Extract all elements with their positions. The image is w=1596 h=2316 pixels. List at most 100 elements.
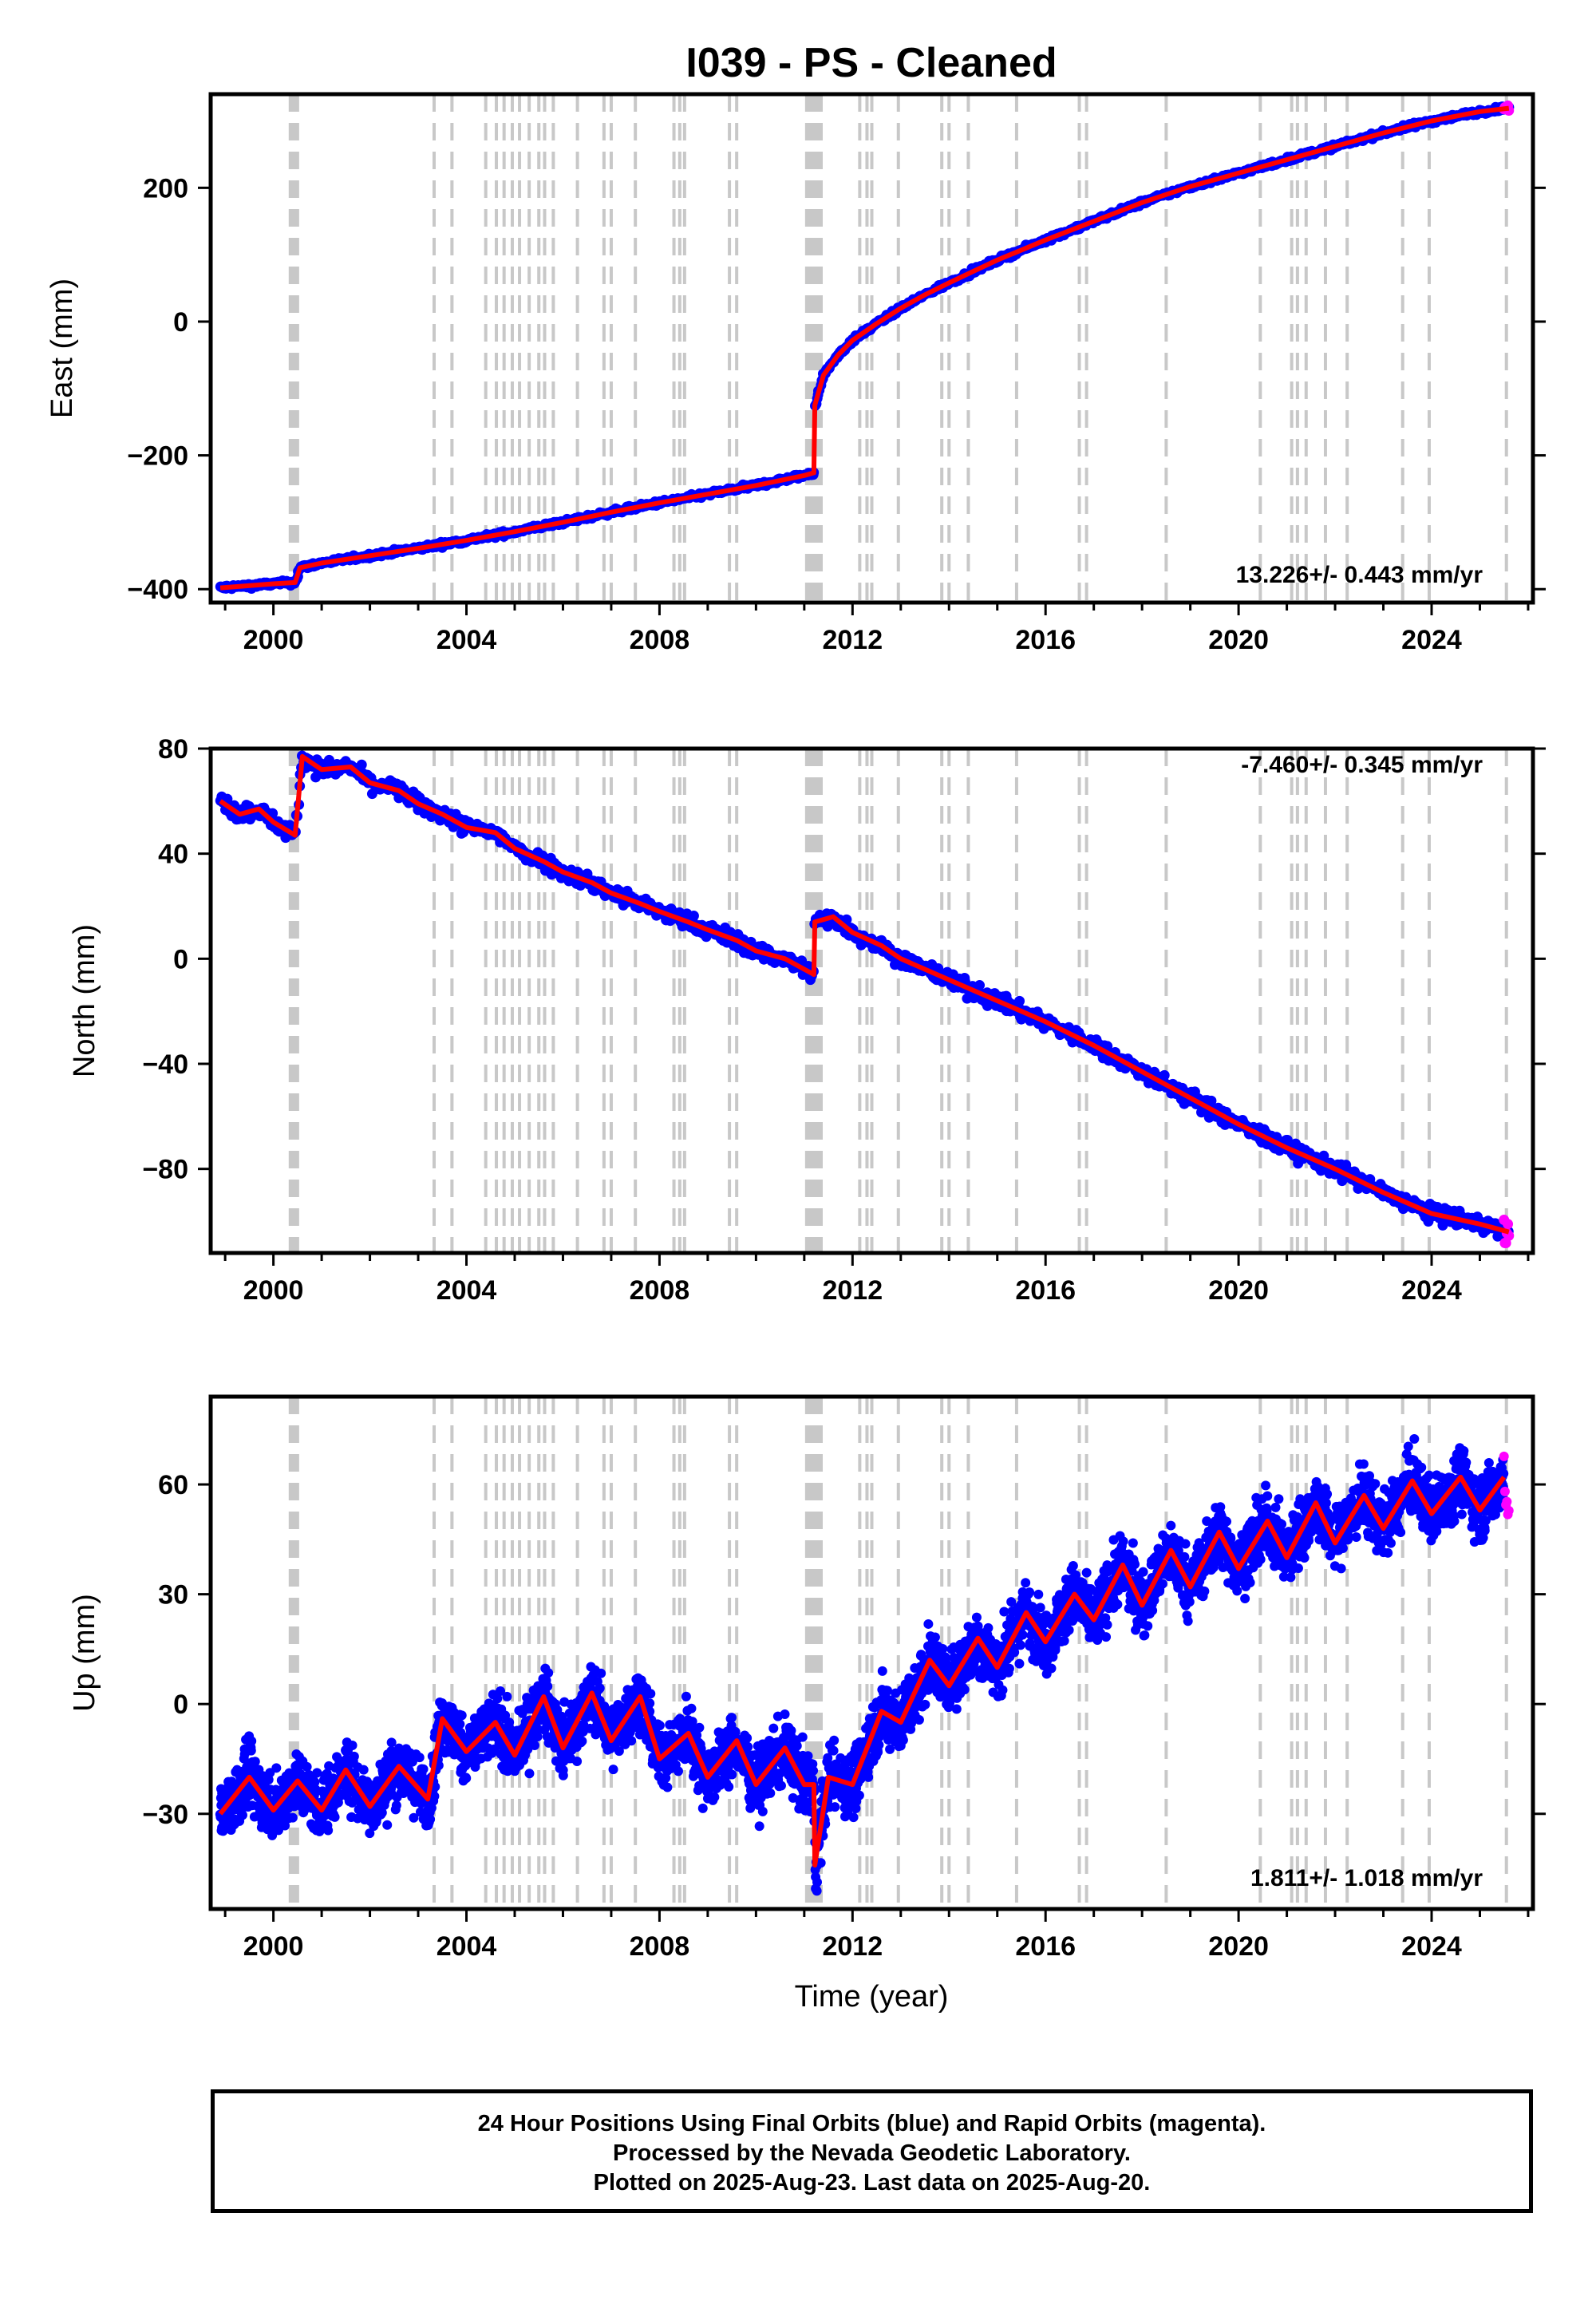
x-tick-label: 2000 bbox=[243, 625, 304, 655]
north-points bbox=[215, 750, 1515, 1249]
final-orbit-point bbox=[407, 1757, 417, 1767]
final-orbit-point bbox=[686, 1703, 697, 1713]
final-orbit-point bbox=[323, 1825, 334, 1836]
final-orbit-point bbox=[524, 1769, 535, 1779]
final-orbit-point bbox=[776, 1780, 786, 1791]
x-tick-label: 2024 bbox=[1401, 625, 1462, 655]
final-orbit-point bbox=[356, 759, 367, 770]
final-orbit-point bbox=[614, 1746, 624, 1757]
final-orbit-point bbox=[502, 1691, 512, 1701]
x-tick-label: 2012 bbox=[822, 625, 883, 655]
rapid-orbit-point bbox=[1503, 1219, 1514, 1230]
final-orbit-point bbox=[765, 1788, 776, 1798]
x-tick-label: 2008 bbox=[630, 625, 690, 655]
final-orbit-point bbox=[347, 1741, 358, 1751]
y-tick-label: −400 bbox=[127, 575, 188, 605]
final-orbit-point bbox=[557, 1713, 567, 1724]
final-orbit-point bbox=[626, 1736, 637, 1746]
x-tick-label: 2004 bbox=[437, 1275, 497, 1306]
final-orbit-point bbox=[302, 1761, 312, 1772]
x-tick-label: 2016 bbox=[1015, 1275, 1076, 1306]
final-orbit-point bbox=[391, 1800, 401, 1811]
final-orbit-point bbox=[492, 1694, 503, 1704]
final-orbit-point bbox=[414, 1753, 425, 1763]
final-orbit-point bbox=[1014, 995, 1025, 1006]
x-tick-label: 2012 bbox=[822, 1275, 883, 1306]
y-tick-label: 40 bbox=[158, 840, 188, 870]
north-y-axis-title: North (mm) bbox=[68, 924, 101, 1077]
final-orbit-point bbox=[743, 1741, 753, 1752]
final-orbit-point bbox=[382, 1820, 393, 1830]
final-orbit-point bbox=[504, 1717, 515, 1728]
final-orbit-point bbox=[358, 1765, 369, 1775]
final-orbit-point bbox=[456, 1710, 467, 1721]
final-orbit-point bbox=[543, 1668, 554, 1678]
final-orbit-point bbox=[496, 1686, 506, 1697]
final-orbit-point bbox=[577, 1736, 587, 1746]
final-orbit-point bbox=[455, 1719, 465, 1729]
north-frame bbox=[208, 746, 1535, 1255]
final-orbit-point bbox=[418, 1764, 429, 1774]
final-orbit-point bbox=[697, 1803, 708, 1813]
final-orbit-point bbox=[425, 1814, 436, 1824]
final-orbit-point bbox=[786, 1725, 796, 1736]
final-orbit-point bbox=[310, 1777, 320, 1788]
final-orbit-point bbox=[709, 1792, 720, 1802]
east-panel: 2000 2004 2008 2012 2016 2020 2024−400−2000200… bbox=[45, 92, 1546, 655]
final-orbit-point bbox=[237, 1810, 247, 1820]
y-tick-label: 0 bbox=[173, 307, 188, 338]
final-orbit-point bbox=[330, 1812, 340, 1822]
final-orbit-point bbox=[500, 1710, 511, 1721]
final-orbit-point bbox=[662, 1782, 673, 1792]
x-tick-label: 2020 bbox=[1208, 1275, 1269, 1306]
final-orbit-point bbox=[757, 1806, 768, 1816]
final-orbit-point bbox=[681, 1691, 691, 1701]
final-orbit-point bbox=[692, 1730, 702, 1741]
east-model-line bbox=[219, 105, 1510, 591]
final-orbit-point bbox=[742, 1733, 753, 1743]
final-orbit-point bbox=[792, 1741, 802, 1751]
final-orbit-point bbox=[803, 1751, 813, 1761]
final-orbit-point bbox=[727, 1769, 737, 1780]
final-orbit-point bbox=[724, 1781, 734, 1792]
final-orbit-point bbox=[543, 1682, 553, 1692]
y-tick-label: 80 bbox=[158, 734, 188, 765]
y-tick-label: −40 bbox=[142, 1049, 188, 1080]
final-orbit-point bbox=[754, 1821, 764, 1832]
x-tick-label: 2020 bbox=[1208, 625, 1269, 655]
final-orbit-point bbox=[841, 914, 852, 925]
final-orbit-point bbox=[780, 1709, 790, 1719]
final-orbit-point bbox=[532, 1732, 543, 1742]
final-orbit-point bbox=[271, 1763, 282, 1773]
final-orbit-point bbox=[572, 1756, 583, 1766]
north-panel: 2000 2004 2008 2012 2016 2020 2024−80−4004080N… bbox=[68, 734, 1546, 1306]
y-tick-label: −80 bbox=[142, 1155, 188, 1185]
east-frame bbox=[208, 92, 1535, 605]
final-orbit-point bbox=[608, 1765, 618, 1775]
east-points bbox=[215, 100, 1515, 595]
x-tick-label: 2000 bbox=[243, 1275, 304, 1306]
final-orbit-point bbox=[654, 1721, 665, 1731]
north-model-line bbox=[219, 753, 1510, 1235]
final-orbit-point bbox=[768, 1723, 779, 1733]
final-orbit-point bbox=[674, 1766, 684, 1777]
final-orbit-point bbox=[377, 1808, 387, 1818]
x-tick-label: 2004 bbox=[437, 625, 497, 655]
final-orbit-point bbox=[250, 1757, 260, 1767]
final-orbit-point bbox=[725, 1758, 735, 1769]
final-orbit-point bbox=[694, 1722, 705, 1733]
final-orbit-point bbox=[365, 1828, 375, 1839]
final-orbit-point bbox=[974, 980, 986, 991]
north-rate-label: -7.460+/- 0.345 mm/yr bbox=[1241, 752, 1483, 778]
final-orbit-point bbox=[429, 1791, 440, 1801]
y-tick-label: −200 bbox=[127, 441, 188, 472]
up-points bbox=[215, 1433, 1514, 1896]
final-orbit-point bbox=[287, 1812, 298, 1823]
plot-title: I039 - PS - Cleaned bbox=[685, 40, 1057, 86]
final-orbit-point bbox=[1159, 1069, 1170, 1081]
final-orbit-point bbox=[595, 1683, 605, 1694]
final-orbit-point bbox=[349, 1751, 359, 1761]
final-orbit-point bbox=[247, 1736, 257, 1746]
